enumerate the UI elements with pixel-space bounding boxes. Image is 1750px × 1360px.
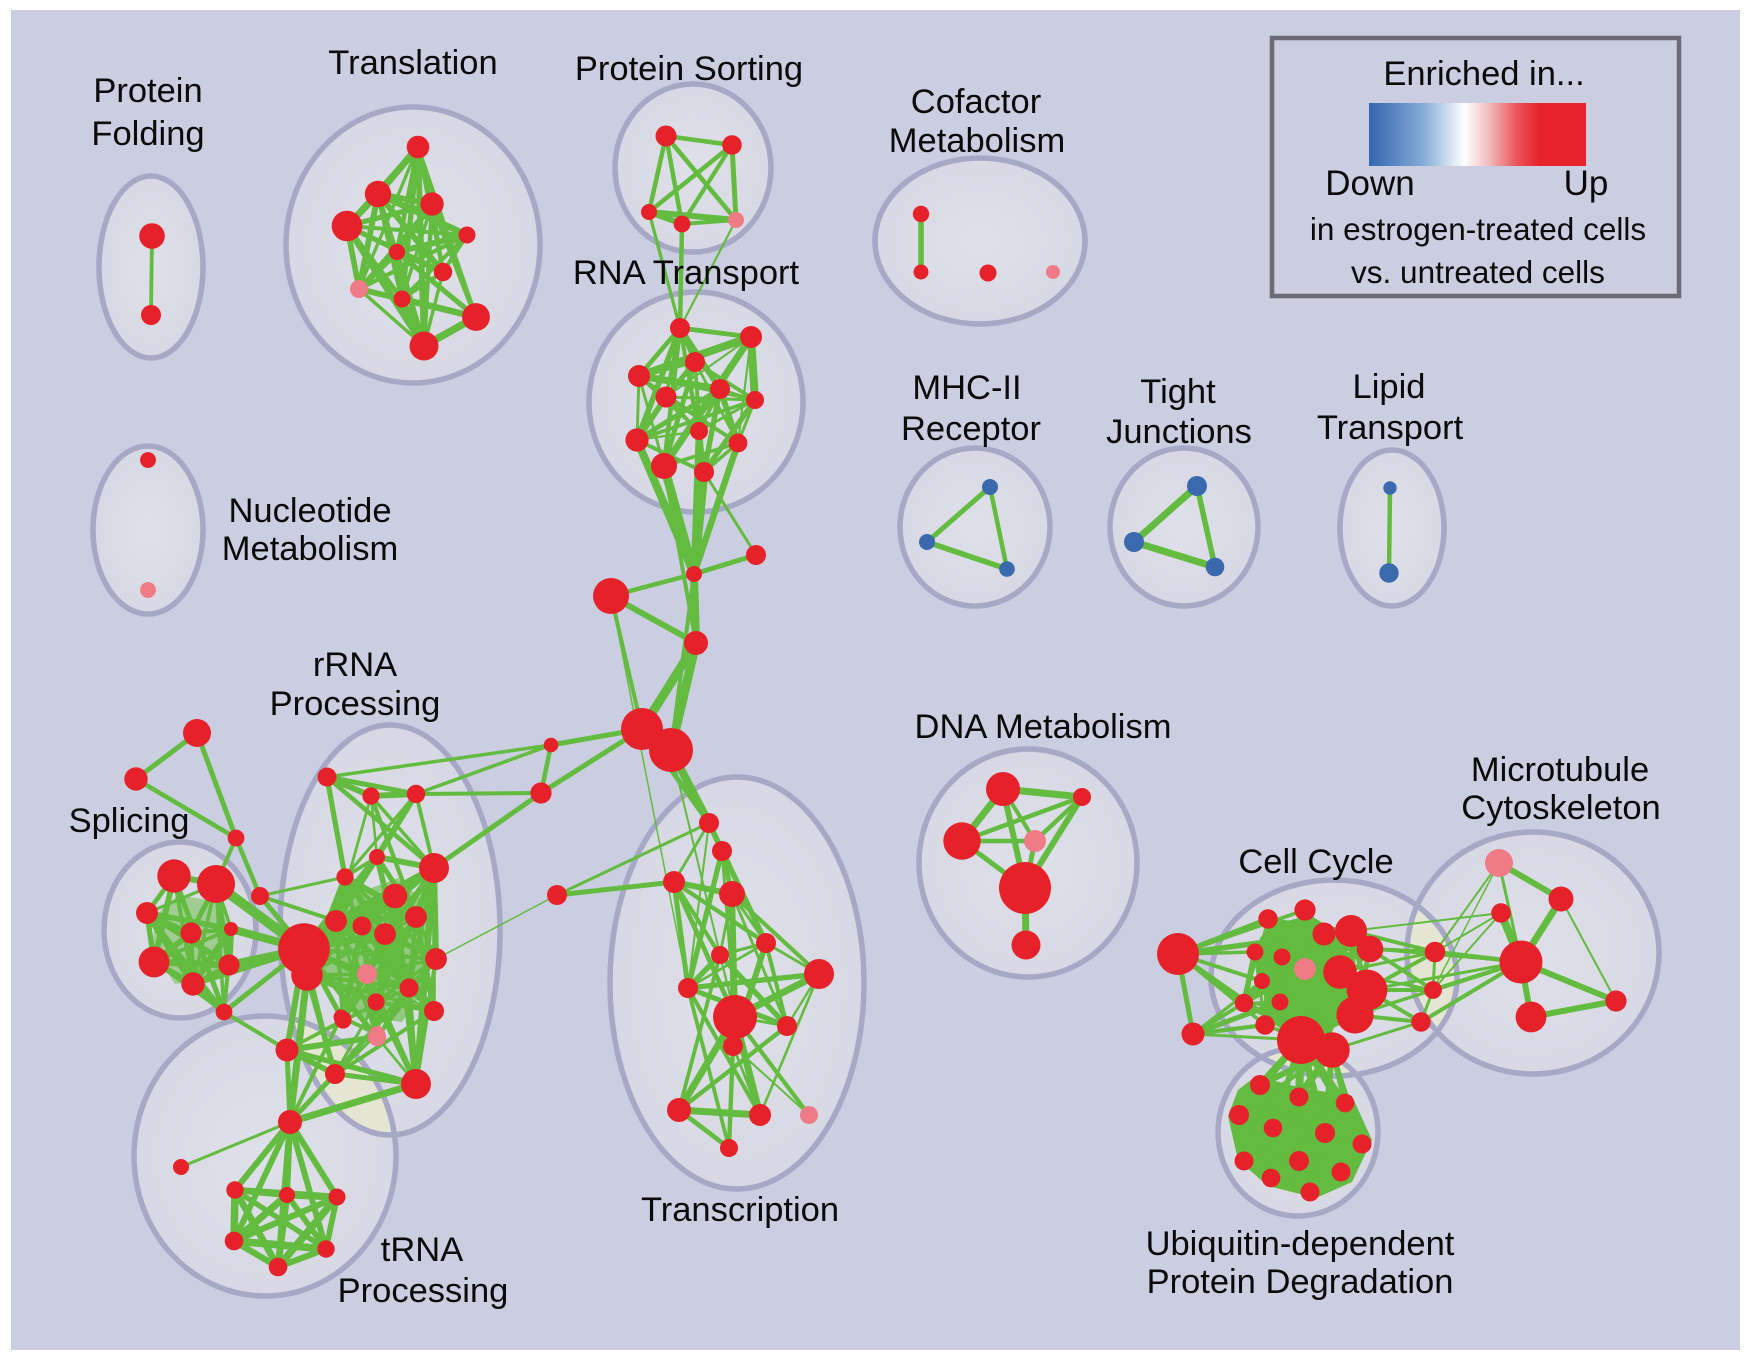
svg-text:Cell Cycle: Cell Cycle (1238, 843, 1393, 881)
svg-text:Lipid: Lipid (1353, 368, 1426, 406)
svg-text:Junctions: Junctions (1106, 413, 1252, 451)
svg-text:MHC-II: MHC-II (912, 369, 1021, 407)
svg-text:in estrogen-treated cells: in estrogen-treated cells (1310, 211, 1646, 247)
svg-text:Enriched in...: Enriched in... (1383, 55, 1584, 93)
svg-text:Ubiquitin-dependent: Ubiquitin-dependent (1146, 1225, 1455, 1263)
svg-text:RNA Transport: RNA Transport (573, 254, 800, 292)
svg-text:Metabolism: Metabolism (222, 530, 398, 568)
svg-text:Down: Down (1325, 164, 1414, 203)
svg-text:Nucleotide: Nucleotide (228, 492, 391, 530)
svg-text:rRNA: rRNA (313, 646, 397, 684)
svg-text:Microtubule: Microtubule (1471, 751, 1649, 789)
svg-text:Processing: Processing (338, 1272, 509, 1310)
svg-text:vs. untreated cells: vs. untreated cells (1351, 254, 1605, 290)
svg-text:Folding: Folding (91, 115, 204, 153)
svg-text:Protein: Protein (93, 72, 202, 110)
svg-text:Metabolism: Metabolism (889, 122, 1065, 160)
svg-text:Translation: Translation (328, 44, 497, 82)
svg-text:Protein Degradation: Protein Degradation (1147, 1263, 1454, 1301)
svg-text:Protein Sorting: Protein Sorting (575, 50, 803, 88)
svg-text:Cofactor: Cofactor (911, 83, 1041, 121)
svg-text:Splicing: Splicing (69, 802, 190, 840)
svg-text:DNA Metabolism: DNA Metabolism (915, 708, 1172, 746)
svg-text:tRNA: tRNA (381, 1231, 463, 1269)
svg-text:Transcription: Transcription (641, 1191, 839, 1229)
svg-text:Cytoskeleton: Cytoskeleton (1461, 789, 1660, 827)
svg-text:Transport: Transport (1317, 409, 1464, 447)
svg-text:Receptor: Receptor (901, 410, 1041, 448)
svg-text:Up: Up (1564, 164, 1609, 203)
svg-text:Processing: Processing (270, 685, 441, 723)
svg-text:Tight: Tight (1140, 373, 1216, 411)
